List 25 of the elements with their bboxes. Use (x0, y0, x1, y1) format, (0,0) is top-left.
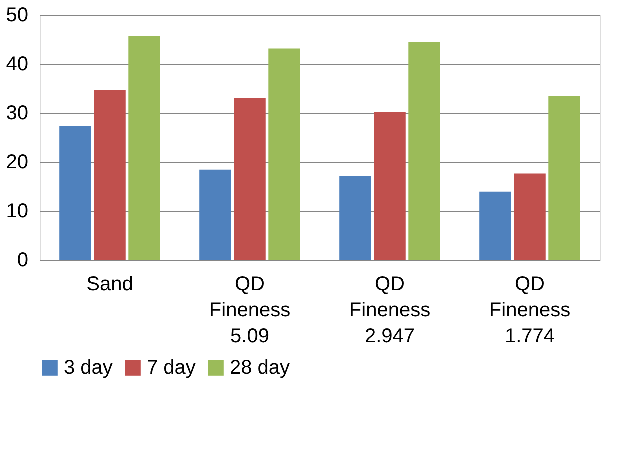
y-tick-label: 50 (6, 4, 28, 26)
bar (128, 36, 160, 260)
bar (234, 98, 266, 260)
y-tick-label: 20 (6, 152, 28, 174)
x-tick-label: Sand (86, 274, 134, 296)
bar (374, 112, 406, 260)
bar (200, 170, 232, 260)
x-tick-label: QD Fineness 1.774 (489, 274, 571, 348)
bar (268, 48, 300, 260)
bar (340, 176, 372, 260)
bar (94, 90, 126, 260)
y-tick-label: 0 (17, 250, 28, 272)
legend-label: 28 day (230, 357, 290, 379)
bar (60, 126, 92, 260)
x-tick-label: QD Fineness 2.947 (349, 274, 431, 348)
x-tick-label: QD Fineness 5.09 (209, 274, 291, 348)
bar (408, 42, 440, 260)
legend-label: 7 day (147, 357, 196, 379)
y-tick-label: 40 (6, 54, 28, 76)
y-tick-label: 30 (6, 102, 28, 124)
bar (514, 174, 546, 260)
bar (480, 192, 512, 260)
legend-label: 3 day (64, 357, 113, 379)
y-tick-label: 10 (6, 200, 28, 222)
bar (548, 96, 580, 260)
